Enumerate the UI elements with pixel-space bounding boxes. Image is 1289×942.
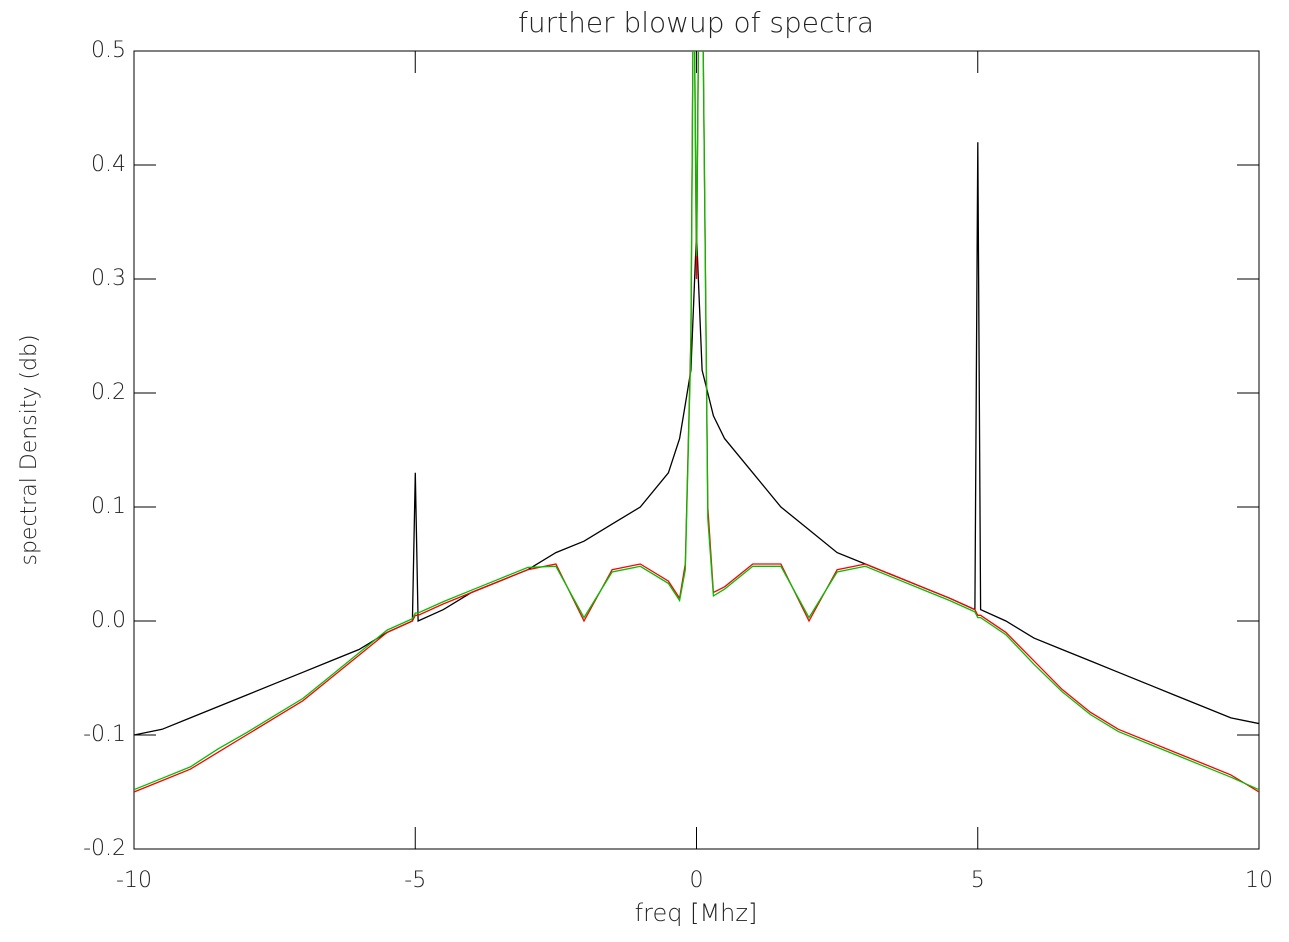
series-line — [134, 51, 1259, 791]
x-axis-label: freq [Mhz] — [635, 899, 758, 927]
chart-title: further blowup of spectra — [518, 6, 874, 39]
x-tick-label: 5 — [971, 868, 985, 893]
y-tick-label: 0.0 — [91, 608, 126, 633]
y-tick-label: 0.2 — [91, 380, 126, 405]
y-tick-label: 0.1 — [91, 494, 126, 519]
x-tick-label: 0 — [690, 868, 704, 893]
y-tick-label: 0.5 — [91, 38, 126, 63]
plot-frame — [133, 50, 1260, 850]
x-tick-label: -5 — [404, 868, 426, 893]
y-tick-label: 0.4 — [91, 152, 126, 177]
y-tick-label: 0.3 — [91, 266, 126, 291]
y-tick-label: -0.1 — [83, 722, 126, 747]
y-axis-label: spectral Density (db) — [17, 334, 42, 565]
plot-area — [134, 51, 1259, 793]
series-line — [134, 51, 1259, 793]
y-tick-label: -0.2 — [83, 836, 126, 861]
x-tick-label: 10 — [1245, 868, 1273, 893]
x-tick-label: -10 — [116, 868, 152, 893]
